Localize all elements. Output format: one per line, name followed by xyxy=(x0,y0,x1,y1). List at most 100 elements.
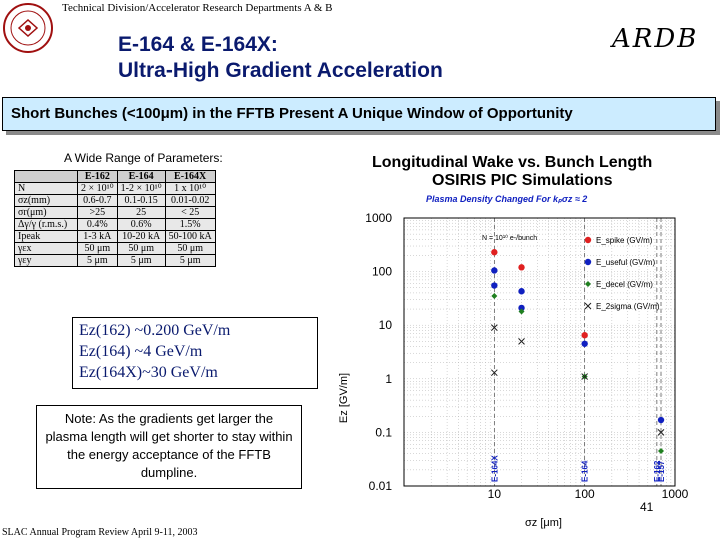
table-header-cell: E-164 xyxy=(116,170,166,183)
note-text: Note: As the gradients get larger the pl… xyxy=(45,411,293,480)
y-tick-label: 1000 xyxy=(365,211,392,225)
data-point xyxy=(657,429,665,436)
legend-marker xyxy=(585,281,591,287)
slide-title-line2: Ultra-High Gradient Acceleration xyxy=(118,59,443,82)
table-header-row: E-162 E-164 E-164X xyxy=(14,170,216,183)
legend-label: E_useful (GV/m) xyxy=(596,258,655,267)
y-tick-label: 0.01 xyxy=(369,479,393,493)
data-point xyxy=(658,447,665,454)
legend-marker xyxy=(584,258,592,266)
x-axis-label: σz [μm] xyxy=(525,517,562,529)
x-tick-label: 100 xyxy=(575,487,595,501)
table-cell: 0.6% xyxy=(116,218,166,231)
data-point xyxy=(581,340,588,347)
gradient-e164x: Ez(164X)~30 GeV/m xyxy=(79,364,218,381)
table-cell: 50 μm xyxy=(77,242,118,255)
table-cell: γεy xyxy=(14,254,78,267)
data-point xyxy=(657,416,665,424)
headline-banner: Short Bunches (<100μm) in the FFTB Prese… xyxy=(2,97,716,131)
table-cell: 2 × 10¹⁰ xyxy=(77,182,118,195)
table-header-cell xyxy=(14,170,78,183)
table-cell: Ipeak xyxy=(14,230,78,243)
data-point xyxy=(581,332,588,339)
y-axis-label: Ez [GV/m] xyxy=(338,373,350,423)
gradient-summary-box: Ez(162) ~0.200 GeV/m Ez(164) ~4 GeV/m Ez… xyxy=(72,317,318,389)
legend-marker xyxy=(584,302,592,310)
y-tick-label: 100 xyxy=(372,265,392,279)
y-tick-label: 0.1 xyxy=(375,425,392,439)
page-number: 41 xyxy=(640,500,654,514)
table-cell: 5 μm xyxy=(77,254,118,267)
table-cell: 0.01-0.02 xyxy=(164,194,216,207)
table-cell: σr(μm) xyxy=(14,206,78,219)
table-row: N 2 × 10¹⁰ 1-2 × 10¹⁰ 1 x 10¹⁰ xyxy=(14,182,216,195)
footer-text: SLAC Annual Program Review April 9-11, 2… xyxy=(2,527,198,538)
chart-title: Longitudinal Wake vs. Bunch Length xyxy=(372,154,653,171)
table-cell: 0.6-0.7 xyxy=(77,194,118,207)
data-point xyxy=(518,304,525,312)
slide-title-line1: E-164 & E-164X: xyxy=(118,33,278,56)
wake-chart: Plasma Density Changed For kₚσz ≈ 2 E-16… xyxy=(338,194,689,529)
note-box: Note: As the gradients get larger the pl… xyxy=(36,405,302,489)
department-header: Technical Division/Accelerator Research … xyxy=(62,2,333,14)
table-cell: γεx xyxy=(14,242,78,255)
table-cell: N xyxy=(14,182,78,195)
ardb-logo: ARDB xyxy=(612,24,699,54)
reference-line-label: E-157 xyxy=(657,460,666,482)
table-cell: σz(mm) xyxy=(14,194,78,207)
data-point xyxy=(518,288,525,295)
data-point xyxy=(581,373,589,380)
table-header-cell: E-164X xyxy=(164,170,216,183)
data-point xyxy=(491,267,498,274)
reference-line-label: E-164 xyxy=(581,460,590,482)
table-row: Δγ/γ (r.m.s.) 0.4% 0.6% 1.5% xyxy=(14,218,216,231)
legend-marker xyxy=(584,236,592,244)
table-cell: < 25 xyxy=(164,206,216,219)
legend-label: E_spike (GV/m) xyxy=(596,236,653,245)
y-tick-label: 10 xyxy=(379,318,393,332)
data-point xyxy=(490,369,498,377)
table-row: Ipeak 1-3 kA 10-20 kA 50-100 kA xyxy=(14,230,216,243)
table-cell: 1.5% xyxy=(164,218,216,231)
table-header-cell: E-162 xyxy=(77,170,118,183)
reference-line-label: E-164X xyxy=(490,455,499,482)
data-point xyxy=(490,324,498,332)
plot-frame xyxy=(403,217,676,487)
table-cell: 25 xyxy=(116,206,166,219)
table-cell: 0.4% xyxy=(77,218,118,231)
data-point xyxy=(491,293,498,300)
table-cell: 0.1-0.15 xyxy=(116,194,166,207)
table-cell: 5 μm xyxy=(164,254,216,267)
table-cell: 1-2 × 10¹⁰ xyxy=(116,182,166,195)
data-point xyxy=(518,337,525,345)
data-point xyxy=(491,249,498,256)
x-tick-label: 1000 xyxy=(662,487,689,501)
parameters-table: E-162 E-164 E-164X N 2 × 10¹⁰ 1-2 × 10¹⁰… xyxy=(14,170,216,267)
table-cell: 50 μm xyxy=(116,242,166,255)
table-cell: 1-3 kA xyxy=(77,230,118,243)
table-row: σr(μm) >25 25 < 25 xyxy=(14,206,216,219)
table-row: γεx 50 μm 50 μm 50 μm xyxy=(14,242,216,255)
chart-subtitle: OSIRIS PIC Simulations xyxy=(432,172,613,189)
reference-line-label: E-162 xyxy=(653,460,662,482)
table-cell: 50 μm xyxy=(164,242,216,255)
x-tick-label: 10 xyxy=(488,487,502,501)
gradient-e164: Ez(164) ~4 GeV/m xyxy=(79,343,203,360)
table-row: γεy 5 μm 5 μm 5 μm xyxy=(14,254,216,267)
headline-text: Short Bunches (<100μm) in the FFTB Prese… xyxy=(11,105,573,122)
table-cell: >25 xyxy=(77,206,118,219)
table-cell: Δγ/γ (r.m.s.) xyxy=(14,218,78,231)
table-cell: 5 μm xyxy=(116,254,166,267)
table-cell: 50-100 kA xyxy=(164,230,216,243)
table-cell: 1 x 10¹⁰ xyxy=(164,182,216,195)
table-row: σz(mm) 0.6-0.7 0.1-0.15 0.01-0.02 xyxy=(14,194,216,207)
legend-label: E_decel (GV/m) xyxy=(596,280,653,289)
data-point xyxy=(491,282,498,289)
university-seal-icon xyxy=(3,3,53,53)
gradient-e162: Ez(162) ~0.200 GeV/m xyxy=(79,322,231,339)
data-point xyxy=(518,308,525,315)
chart-annotation: N = 10¹⁰ e-/bunch xyxy=(482,234,537,242)
parameters-label: A Wide Range of Parameters: xyxy=(64,151,223,165)
chart-note: Plasma Density Changed For kₚσz ≈ 2 xyxy=(426,194,587,204)
data-point xyxy=(518,264,525,271)
